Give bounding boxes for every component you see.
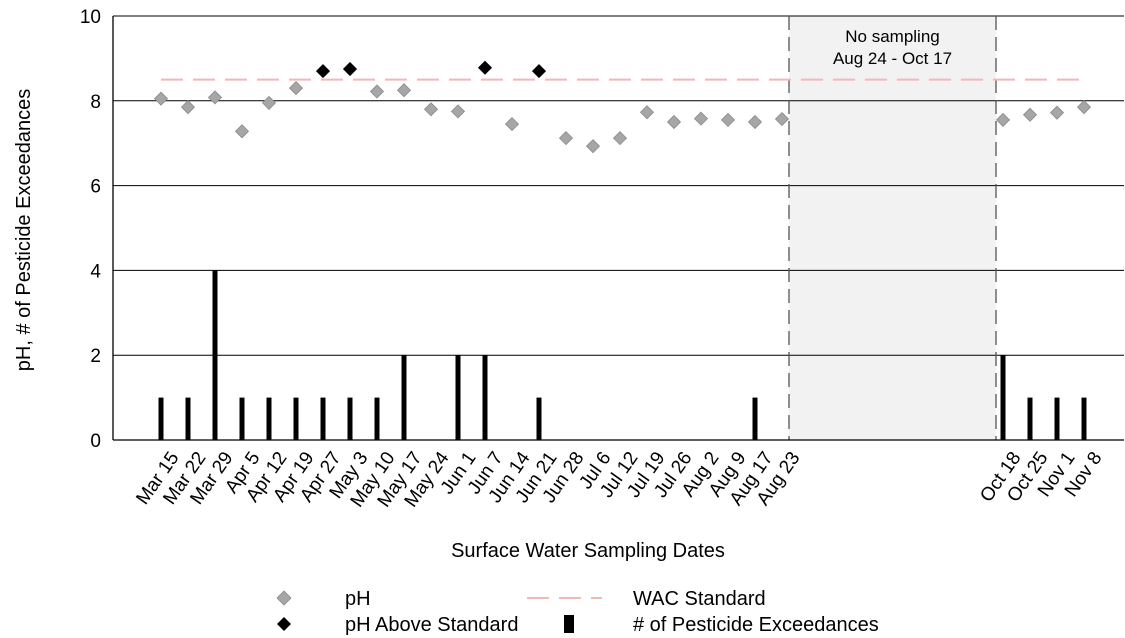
ph-point-27	[1076, 100, 1092, 115]
ph-above-point-6	[315, 64, 331, 79]
pesticide-bar-22	[752, 397, 758, 440]
pesticide-bar-12	[482, 355, 488, 440]
ph-point-1	[180, 100, 196, 115]
pesticide-bar-26	[1054, 397, 1060, 440]
legend-ph-above-marker	[277, 617, 291, 631]
pesticide-bar-14	[536, 397, 542, 440]
y-tick-label-0: 0	[90, 431, 101, 452]
ph-point-16	[585, 139, 601, 154]
y-tick-labels: 0 2 4 6 8 10	[80, 7, 102, 452]
ph-point-13	[504, 117, 520, 132]
ph-point-0	[153, 91, 169, 106]
ph-point-18	[639, 105, 655, 120]
pesticide-bar-25	[1027, 397, 1033, 440]
ph-point-4	[261, 95, 277, 110]
ph-point-17	[612, 131, 628, 146]
ph-point-5	[288, 81, 304, 96]
pesticide-bar-3	[239, 397, 245, 440]
ph-point-26	[1049, 105, 1065, 120]
gridlines	[113, 15, 1124, 356]
legend-wac-label: WAC Standard	[633, 588, 766, 610]
pesticide-bar-2	[212, 270, 218, 440]
ph-above-point-12	[477, 60, 493, 75]
legend-pesticide-label: # of Pesticide Exceedances	[633, 614, 879, 636]
ph-point-3	[234, 124, 250, 139]
pesticide-bar-24	[1000, 355, 1006, 440]
ph-point-22	[747, 114, 763, 130]
legend-pesticide-marker	[564, 615, 574, 633]
ph-point-19	[666, 114, 682, 130]
ph-point-10	[423, 102, 439, 117]
ph-point-8	[369, 84, 385, 99]
pesticide-bar-6	[320, 397, 326, 440]
ph-point-25	[1022, 107, 1038, 122]
y-tick-label-2: 2	[90, 346, 101, 367]
pesticide-bar-9	[401, 355, 407, 440]
ph-point-11	[450, 104, 466, 119]
ph-point-15	[558, 131, 574, 146]
legend-ph-above-label: pH Above Standard	[345, 614, 518, 636]
y-tick-label-8: 8	[90, 92, 101, 113]
no-sampling-band	[789, 16, 996, 440]
ph-point-20	[693, 111, 709, 126]
ph-point-21	[720, 112, 736, 127]
y-axis-title: pH, # of Pesticide Exceedances	[13, 89, 35, 371]
ph-point-2	[207, 90, 223, 105]
ph-above-point-14	[531, 64, 547, 79]
ph-point-24	[995, 112, 1011, 127]
ph-point-23	[774, 111, 790, 127]
y-tick-label-4: 4	[90, 261, 101, 282]
pesticide-bar-27	[1081, 397, 1087, 440]
no-sampling-note-line2: Aug 24 - Oct 17	[833, 49, 952, 68]
legend-ph-marker	[276, 590, 292, 606]
ph-points	[153, 60, 1092, 154]
no-sampling-note-line1: No sampling	[845, 27, 940, 46]
pesticide-bar-7	[347, 397, 353, 440]
y-tick-label-10: 10	[80, 7, 101, 28]
pesticide-bar-0	[158, 397, 164, 440]
pesticide-bar-1	[185, 397, 191, 440]
x-axis-title: Surface Water Sampling Dates	[451, 540, 725, 562]
pesticide-bar-5	[293, 397, 299, 440]
pesticide-bar-4	[266, 397, 272, 440]
legend: pH pH Above Standard WAC Standard # of P…	[276, 588, 879, 636]
pesticide-bar-8	[374, 397, 380, 440]
legend-ph-label: pH	[345, 588, 371, 610]
y-tick-label-6: 6	[90, 177, 101, 198]
pesticide-bars	[158, 270, 1087, 440]
pesticide-bar-11	[455, 355, 461, 440]
ph-above-point-7	[342, 61, 358, 77]
ph-point-9	[396, 83, 412, 98]
